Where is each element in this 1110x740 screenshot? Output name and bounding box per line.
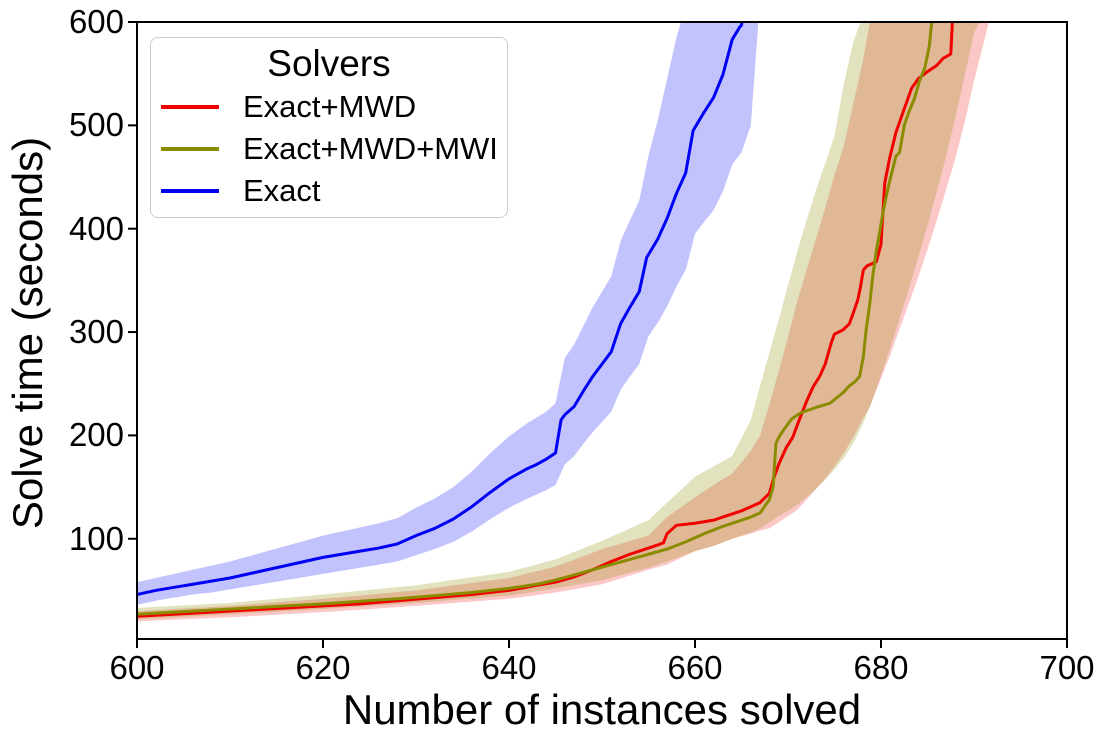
legend-label: Exact bbox=[243, 173, 321, 208]
legend-title: Solvers bbox=[267, 43, 391, 84]
x-tick-label: 700 bbox=[1039, 649, 1095, 686]
x-tick-label: 680 bbox=[853, 649, 909, 686]
axes-spines bbox=[136, 21, 1068, 640]
y-tick-label: 200 bbox=[68, 416, 124, 454]
line-exact-mwd-mwi bbox=[137, 22, 934, 616]
y-tick-label: 500 bbox=[68, 106, 124, 144]
legend-swatch-exact-mwd-mwi bbox=[161, 147, 219, 151]
line-exact-mwd bbox=[137, 22, 954, 618]
legend-label: Exact+MWD bbox=[243, 89, 417, 124]
legend-label: Exact+MWD+MWI bbox=[243, 131, 498, 166]
y-tick-label: 400 bbox=[68, 209, 124, 247]
band-exact-mwd-mwi bbox=[137, 22, 980, 620]
legend-item-exact: Exact bbox=[151, 170, 507, 212]
y-tick-label: 100 bbox=[68, 519, 124, 557]
y-axis-label: Solve time (seconds) bbox=[4, 136, 51, 530]
x-axis-label: Number of instances solved bbox=[342, 686, 862, 733]
x-tick-label: 620 bbox=[295, 649, 351, 686]
legend-item-exact-mwd: Exact+MWD bbox=[151, 86, 507, 128]
x-tick-label: 640 bbox=[481, 649, 537, 686]
y-tick-label: 300 bbox=[68, 313, 124, 351]
x-tick-label: 600 bbox=[109, 649, 165, 686]
legend-swatch-exact bbox=[161, 189, 219, 193]
x-tick-label: 660 bbox=[667, 649, 723, 686]
legend-swatch-exact-mwd bbox=[161, 105, 219, 109]
y-tick-label: 600 bbox=[68, 3, 124, 40]
plot-area bbox=[137, 22, 989, 622]
band-exact bbox=[137, 22, 759, 605]
legend: Solvers Exact+MWD Exact+MWD+MWI Exact bbox=[150, 37, 508, 218]
line-exact bbox=[137, 22, 744, 597]
legend-item-exact-mwd-mwi: Exact+MWD+MWI bbox=[151, 128, 507, 170]
